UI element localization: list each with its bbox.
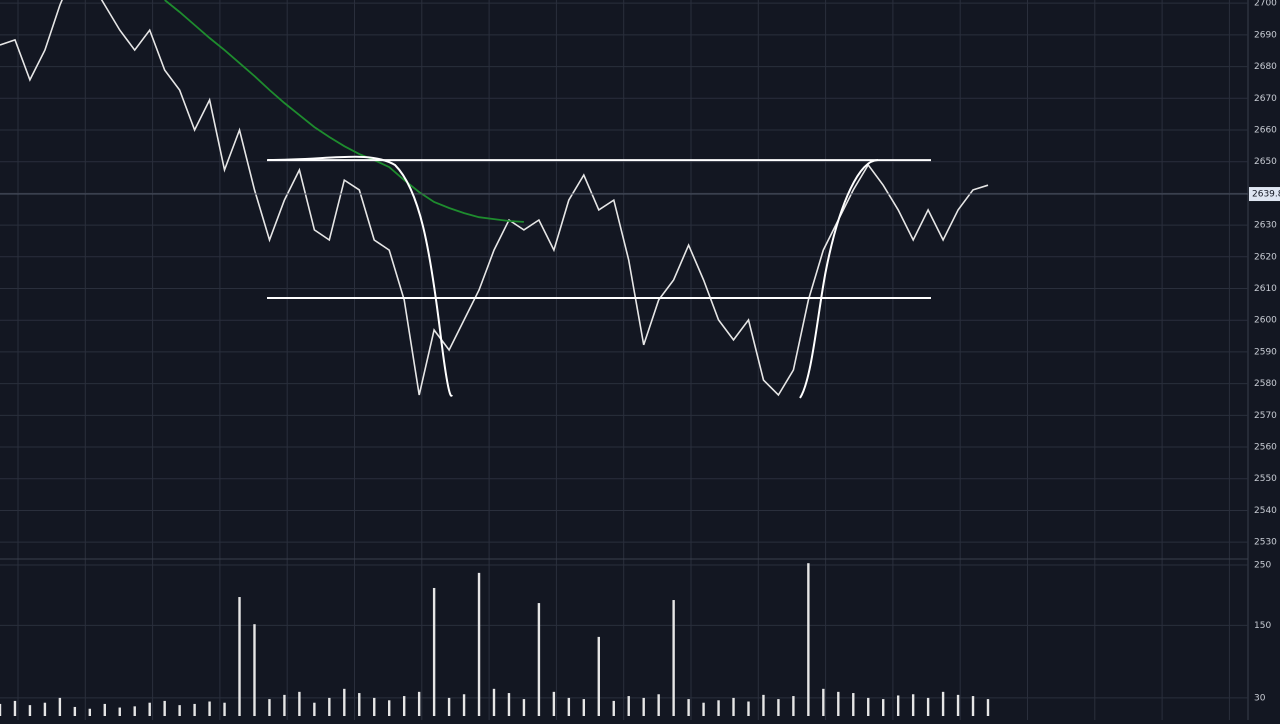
y-tick-label: 2610	[1254, 284, 1277, 294]
y-tick-label: 2680	[1254, 62, 1277, 72]
volume-tick-label: 150	[1254, 621, 1271, 631]
volume-bar	[43, 702, 47, 716]
volume-bar	[672, 600, 675, 716]
y-tick-label: 2660	[1254, 125, 1277, 135]
y-tick-label: 2600	[1254, 316, 1277, 326]
price-line	[0, 0, 989, 397]
volume-bar	[492, 688, 496, 716]
volume-bar	[507, 693, 511, 716]
volume-bar	[0, 703, 2, 716]
price-axis: 2700269026802670266026502640263026202610…	[1249, 0, 1280, 703]
y-tick-label: 2540	[1254, 506, 1277, 516]
volume-bar	[358, 693, 361, 716]
y-tick-label: 2630	[1254, 221, 1277, 231]
volume-bar	[238, 597, 241, 716]
price-panel	[0, 0, 1248, 543]
volume-bar	[537, 603, 541, 716]
last-price-label: 2639.8	[1252, 190, 1280, 200]
volume-bar	[567, 697, 571, 716]
volume-bar	[447, 697, 451, 716]
volume-bar	[58, 697, 62, 716]
volume-bar	[118, 707, 121, 716]
volume-bar	[762, 694, 765, 716]
volume-bar	[687, 699, 690, 716]
volume-bar	[417, 691, 421, 716]
y-tick-label: 2690	[1254, 30, 1277, 40]
volume-bar	[837, 691, 840, 716]
volume-bar	[253, 624, 256, 716]
volume-bar	[627, 696, 630, 716]
volume-bar	[941, 691, 945, 716]
volume-bar	[911, 694, 915, 716]
pattern-arc-left	[267, 155, 453, 397]
volume-bar	[388, 700, 391, 716]
volume-bar	[133, 706, 136, 716]
volume-bar	[373, 697, 376, 716]
y-tick-label: 2580	[1254, 379, 1277, 389]
volume-bar	[432, 587, 436, 716]
volume-bar	[148, 702, 151, 716]
volume-bar	[298, 691, 301, 716]
volume-tick-label: 250	[1254, 561, 1271, 571]
volume-bar	[208, 701, 211, 716]
pattern-arc-right	[799, 159, 879, 399]
volume-bar	[283, 694, 286, 716]
volume-bar	[702, 702, 705, 716]
volume-bar	[223, 702, 226, 716]
y-tick-label: 2530	[1254, 538, 1277, 548]
volume-bar	[477, 572, 481, 716]
volume-bar	[822, 688, 825, 716]
volume-bar	[867, 697, 870, 716]
volume-bar	[522, 699, 526, 716]
volume-bar	[328, 697, 331, 716]
y-tick-label: 2650	[1254, 157, 1277, 167]
volume-bar	[178, 705, 181, 716]
volume-bar	[807, 563, 810, 716]
price-line	[164, 0, 524, 223]
volume-bar	[313, 702, 316, 716]
volume-bar	[777, 699, 780, 716]
volume-bar	[402, 696, 406, 716]
volume-bar	[717, 700, 720, 716]
volume-bar	[268, 699, 271, 716]
last-price-box	[1249, 187, 1280, 202]
volume-bar	[103, 703, 106, 716]
volume-bar	[896, 695, 900, 716]
volume-bar	[882, 699, 885, 716]
volume-bar	[971, 696, 975, 716]
volume-bar	[732, 697, 735, 716]
volume-bar	[462, 694, 466, 716]
volume-bar	[926, 697, 930, 716]
volume-panel	[0, 563, 1248, 716]
y-tick-label: 2570	[1254, 411, 1277, 421]
volume-bar	[88, 708, 92, 716]
volume-bar	[956, 694, 960, 716]
volume-tick-label: 30	[1254, 693, 1266, 703]
volume-bar	[73, 706, 77, 716]
volume-bar	[792, 696, 795, 716]
volume-bar	[612, 700, 615, 716]
volume-bar	[343, 688, 346, 716]
volume-bar	[986, 699, 990, 716]
y-tick-label: 2550	[1254, 474, 1277, 484]
volume-bar	[642, 697, 645, 716]
y-tick-label: 2620	[1254, 252, 1277, 262]
vertical-grid	[17, 0, 1230, 720]
volume-bar	[193, 703, 196, 716]
volume-bar	[552, 691, 556, 716]
volume-bar	[163, 700, 166, 716]
y-tick-label: 2670	[1254, 94, 1277, 104]
volume-bar	[28, 705, 32, 716]
volume-bar	[13, 700, 17, 716]
volume-bar	[852, 693, 855, 716]
volume-bar	[597, 636, 600, 716]
y-tick-label: 2700	[1254, 0, 1277, 9]
y-tick-label: 2560	[1254, 443, 1277, 453]
volume-bar	[747, 701, 750, 716]
volume-bar	[657, 694, 660, 716]
volume-bar	[582, 699, 586, 716]
y-tick-label: 2590	[1254, 347, 1277, 357]
